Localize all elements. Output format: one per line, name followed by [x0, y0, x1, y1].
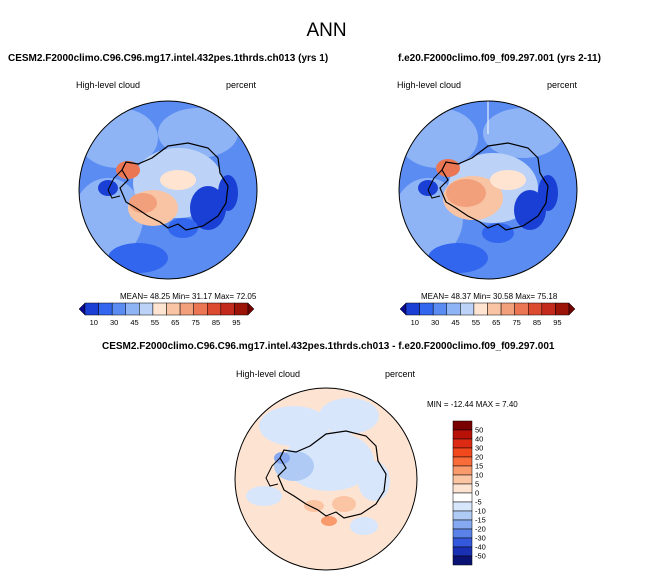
colorbar-tick-label: 45	[451, 318, 460, 327]
panel-left-colorbar	[78, 302, 255, 316]
colorbar-tick-label: -40	[475, 542, 486, 552]
colorbar-swatch	[152, 302, 167, 316]
colorbar-swatch	[500, 302, 515, 316]
panel-left-colorbar-ticks: 10 30 45 55 65 75 85 95	[79, 318, 254, 328]
colorbar-swatch	[419, 302, 434, 316]
colorbar-tick-label: 65	[171, 318, 180, 327]
diff-colorbar	[452, 420, 473, 566]
colorbar-tick-label: 0	[475, 488, 480, 498]
colorbar-tick-label: 20	[475, 452, 484, 462]
panel-right-polar-map	[398, 100, 578, 280]
colorbar-tick-label: -20	[475, 524, 486, 534]
panel-right-stats: MEAN= 48.37 Min= 30.58 Max= 75.18	[421, 292, 558, 301]
panel-left-stats: MEAN= 48.25 Min= 31.17 Max= 72.05	[120, 292, 257, 301]
colorbar-tick-label: 75	[512, 318, 521, 327]
colorbar-tick-label: 50	[475, 425, 484, 435]
colorbar-tick-label: 40	[475, 434, 484, 444]
colorbar-swatch	[452, 510, 473, 521]
colorbar-swatch	[452, 420, 473, 431]
colorbar-swatch	[234, 302, 249, 316]
colorbar-low-extension	[78, 302, 86, 316]
colorbar-tick-label: -50	[475, 551, 486, 561]
colorbar-tick-label: -10	[475, 506, 486, 516]
panel-left-units: percent	[226, 80, 257, 90]
panel-right-colorbar-ticks: 10 30 45 55 65 75 85 95	[400, 318, 575, 328]
colorbar-swatch	[528, 302, 543, 316]
colorbar-tick-label: 5	[475, 479, 480, 489]
colorbar-tick-label: 55	[150, 318, 160, 327]
colorbar-swatch	[179, 302, 194, 316]
colorbar-swatch	[452, 492, 473, 503]
colorbar-tick-label: 45	[130, 318, 139, 327]
panel-right-units: percent	[547, 80, 578, 90]
diff-title: CESM2.F2000climo.C96.C96.mg17.intel.432p…	[102, 341, 555, 352]
colorbar-swatch	[452, 456, 473, 467]
colorbar-tick-label: 10	[89, 318, 98, 327]
panel-right-variable: High-level cloud	[397, 80, 462, 90]
colorbar-swatch	[452, 483, 473, 494]
colorbar-tick-label: 95	[232, 318, 241, 327]
colorbar-high-extension	[247, 302, 255, 316]
colorbar-tick-label: 85	[211, 318, 221, 327]
colorbar-tick-label: 15	[475, 461, 484, 471]
colorbar-swatch	[139, 302, 154, 316]
colorbar-swatch	[452, 555, 473, 566]
colorbar-swatch	[125, 302, 140, 316]
page-title: ANN	[306, 20, 347, 41]
colorbar-tick-label: 55	[471, 318, 481, 327]
colorbar-tick-label: 10	[410, 318, 419, 327]
colorbar-swatch	[98, 302, 113, 316]
colorbar-swatch	[452, 528, 473, 539]
colorbar-tick-label: 10	[475, 470, 484, 480]
panel-left-polar-map	[78, 100, 258, 280]
colorbar-tick-label: 30	[109, 318, 119, 327]
panel-right-colorbar	[399, 302, 576, 316]
colorbar-tick-label: -5	[475, 497, 482, 507]
colorbar-swatch	[452, 429, 473, 440]
colorbar-swatch	[473, 302, 488, 316]
colorbar-swatch	[193, 302, 208, 316]
colorbar-tick-label: 30	[475, 443, 484, 453]
colorbar-swatch	[514, 302, 529, 316]
diff-variable: High-level cloud	[236, 369, 301, 379]
colorbar-swatch	[487, 302, 502, 316]
colorbar-swatch	[452, 546, 473, 557]
colorbar-swatch	[452, 438, 473, 449]
colorbar-swatch	[452, 447, 473, 458]
colorbar-swatch	[432, 302, 448, 316]
colorbar-swatch	[166, 302, 181, 316]
diff-units: percent	[385, 369, 416, 379]
colorbar-swatch	[452, 474, 473, 485]
colorbar-swatch	[84, 302, 99, 316]
panel-left-case-title: CESM2.F2000climo.C96.C96.mg17.intel.432p…	[8, 53, 329, 64]
colorbar-tick-label: 75	[191, 318, 200, 327]
colorbar-tick-label: 85	[532, 318, 542, 327]
colorbar-swatch	[452, 465, 473, 476]
colorbar-tick-label: 65	[492, 318, 501, 327]
colorbar-tick-label: -15	[475, 515, 486, 525]
diff-stats: MIN = -12.44 MAX = 7.40	[427, 400, 518, 409]
colorbar-swatch	[111, 302, 127, 316]
colorbar-tick-label: 95	[553, 318, 562, 327]
colorbar-swatch	[207, 302, 222, 316]
colorbar-swatch	[220, 302, 235, 316]
panel-left-variable: High-level cloud	[76, 80, 141, 90]
colorbar-tick-label: -30	[475, 533, 486, 543]
colorbar-tick-label: 30	[430, 318, 440, 327]
colorbar-swatch	[460, 302, 475, 316]
diff-polar-map	[234, 387, 418, 571]
diff-colorbar-ticks: 50 40 30 20 15 10 5 0 -5 -10 -15 -20 -30 -40 -50	[475, 421, 499, 565]
colorbar-swatch	[452, 501, 473, 512]
colorbar-swatch	[555, 302, 570, 316]
colorbar-swatch	[405, 302, 420, 316]
colorbar-swatch	[541, 302, 556, 316]
colorbar-swatch	[452, 519, 473, 530]
panel-right-case-title: f.e20.F2000climo.f09_f09.297.001 (yrs 2-…	[398, 53, 601, 64]
colorbar-swatch	[446, 302, 461, 316]
colorbar-low-extension	[399, 302, 407, 316]
colorbar-swatch	[452, 537, 473, 548]
colorbar-high-extension	[568, 302, 576, 316]
